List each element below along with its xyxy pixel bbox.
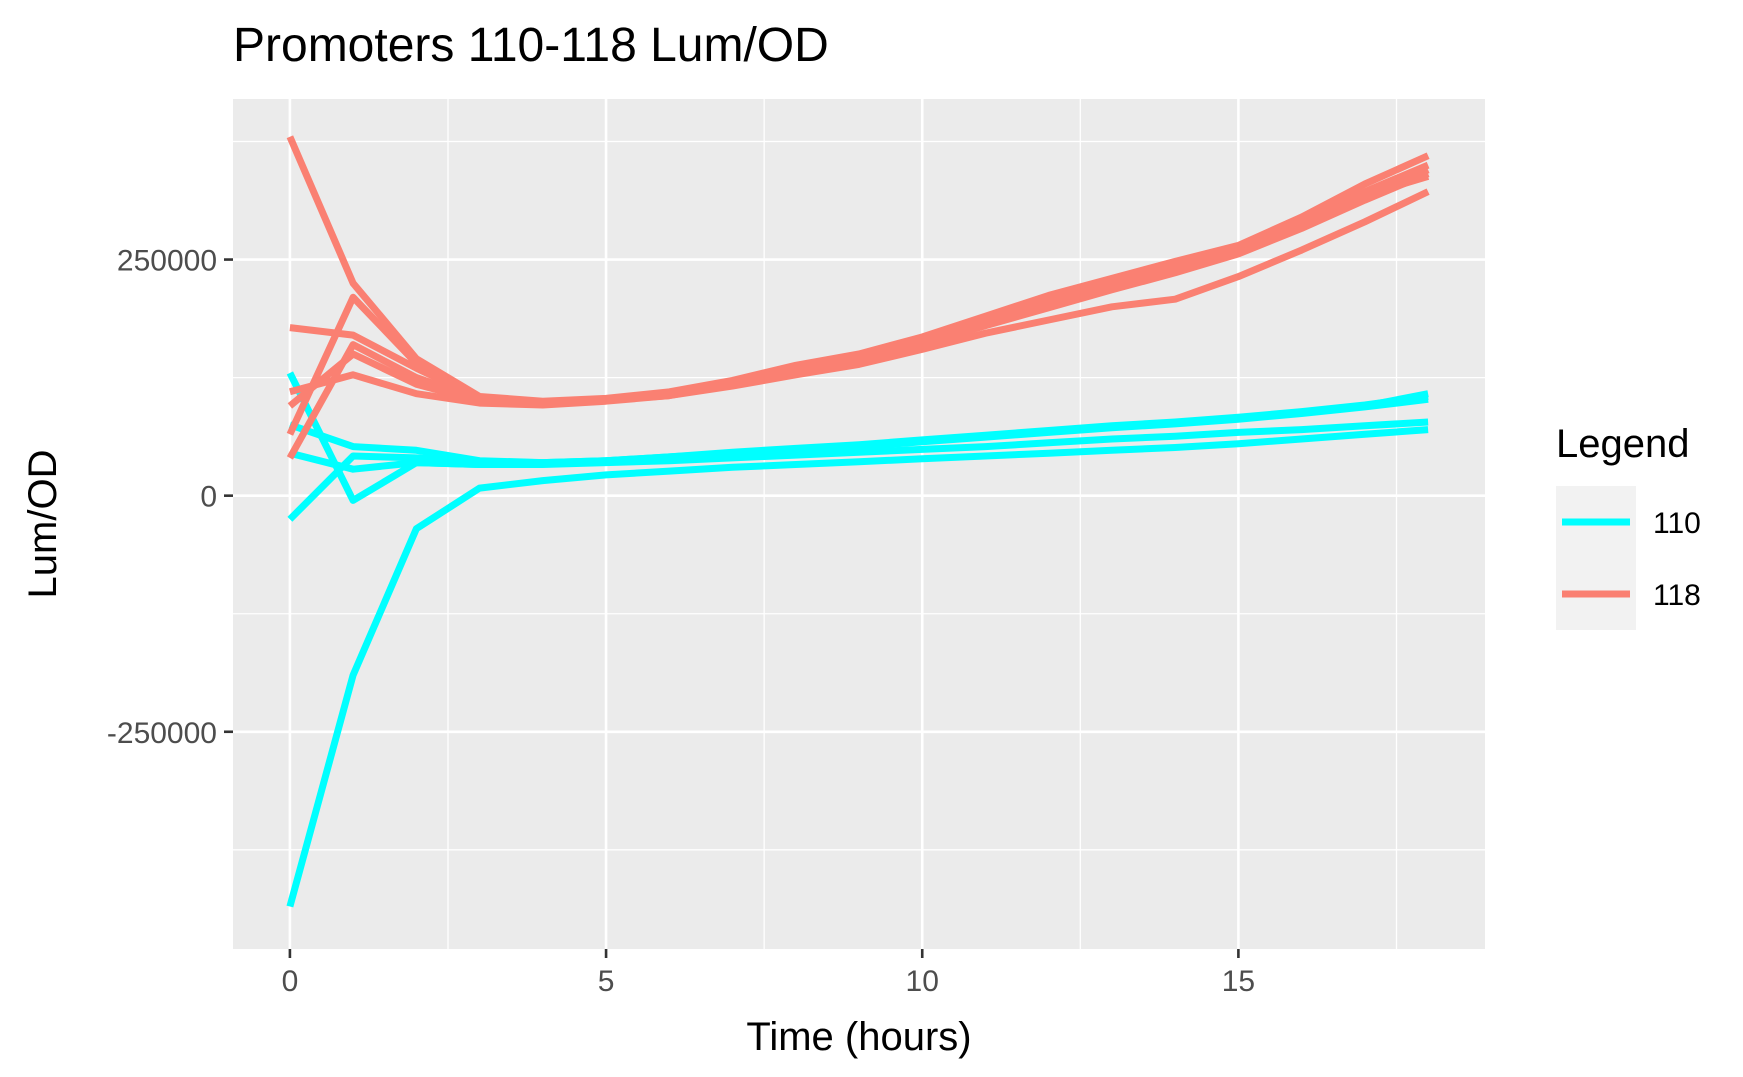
chart-title: Promoters 110-118 Lum/OD (233, 19, 829, 72)
x-tick-label: 15 (1222, 965, 1255, 998)
x-tick-label: 10 (906, 965, 939, 998)
y-axis-title: Lum/OD (21, 450, 65, 599)
x-axis-title: Time (hours) (746, 1015, 971, 1059)
legend-title: Legend (1556, 422, 1689, 466)
series-layer (286, 135, 1430, 908)
legend-label-118: 118 (1653, 579, 1701, 612)
major-gridlines (233, 99, 1485, 949)
legend: Legend 110 118 (1556, 422, 1701, 630)
y-axis: -250000 0 250000 (107, 245, 233, 750)
x-axis: 0 5 10 15 (282, 949, 1255, 998)
series-line-118-11 (287, 170, 1430, 409)
series-line-110-5 (287, 390, 1429, 522)
y-tick-label: -250000 (107, 717, 217, 750)
minor-gridlines (233, 99, 1485, 949)
series-line-110-1 (286, 426, 1429, 908)
legend-label-110: 110 (1653, 507, 1701, 540)
y-tick-label: 250000 (117, 245, 217, 278)
x-tick-label: 0 (282, 965, 299, 998)
y-tick-label: 0 (200, 481, 217, 514)
legend-key-background (1556, 486, 1636, 630)
x-tick-label: 5 (598, 965, 615, 998)
